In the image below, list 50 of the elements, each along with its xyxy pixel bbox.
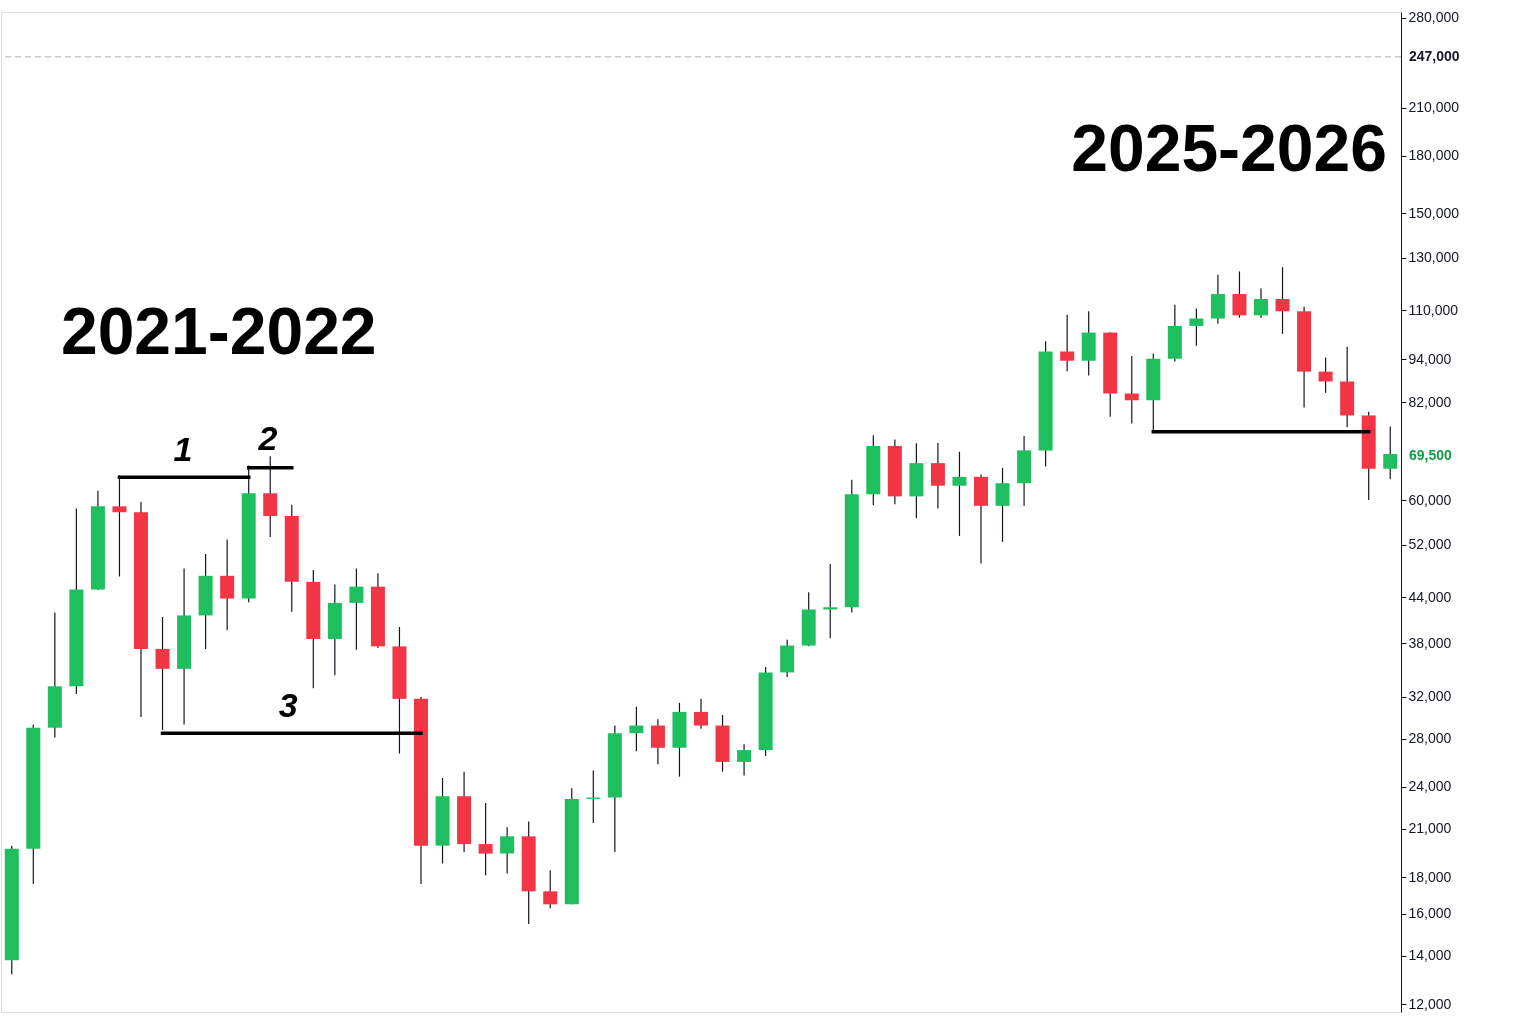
y-tick-label: 12,000 xyxy=(1408,995,1452,1012)
annotation: 2021-2022 xyxy=(60,294,377,369)
y-tick-label: 280,000 xyxy=(1408,9,1460,26)
candlestick xyxy=(694,698,708,730)
y-tick-label: 130,000 xyxy=(1408,249,1460,266)
candlestick xyxy=(543,869,558,909)
y-tick-label: 21,000 xyxy=(1408,820,1452,837)
candlestick xyxy=(930,442,945,510)
candlestick xyxy=(952,451,967,537)
candlestick xyxy=(737,743,752,777)
annotation: 1 xyxy=(173,430,193,469)
candlestick xyxy=(650,718,665,765)
text: 69,500 xyxy=(1409,447,1453,464)
candlestick xyxy=(1275,266,1290,335)
candlestick xyxy=(220,538,235,631)
candlestick xyxy=(823,563,838,639)
y-tick-label: 28,000 xyxy=(1408,730,1452,747)
y-tick-label: 44,000 xyxy=(1408,588,1452,605)
candlestick xyxy=(112,474,127,578)
candlestick xyxy=(995,467,1010,543)
ref-line-label: 247,000 xyxy=(1409,47,1460,64)
y-tick-label: 180,000 xyxy=(1408,147,1460,164)
y-tick-label: 16,000 xyxy=(1408,905,1452,922)
candlestick xyxy=(1232,270,1247,319)
candlestick xyxy=(1254,287,1268,319)
annotation: 2025-2026 xyxy=(1071,110,1387,185)
candlestick xyxy=(155,616,170,731)
y-tick-label: 150,000 xyxy=(1408,204,1460,221)
y-tick-label: 94,000 xyxy=(1408,350,1452,367)
y-tick-label: 110,000 xyxy=(1408,301,1459,318)
candlestick xyxy=(1060,314,1075,372)
y-tick-label: 38,000 xyxy=(1408,634,1452,651)
candlestick xyxy=(349,567,364,651)
y-tick-label: 18,000 xyxy=(1408,868,1452,885)
y-tick-label: 32,000 xyxy=(1408,688,1452,705)
candlestick xyxy=(478,802,493,876)
candlestick xyxy=(1318,356,1333,394)
y-tick-label: 52,000 xyxy=(1408,536,1452,553)
y-tick-label: 82,000 xyxy=(1408,393,1452,410)
candlestick xyxy=(263,455,278,538)
candlestick xyxy=(1189,307,1204,347)
y-tick-label: 210,000 xyxy=(1408,99,1460,116)
candlestick xyxy=(1383,425,1398,480)
y-tick-label: 60,000 xyxy=(1408,491,1452,508)
y-tick-label: 24,000 xyxy=(1408,778,1452,795)
candlestick xyxy=(500,826,515,875)
annotation: 3 xyxy=(278,686,298,725)
candlestick xyxy=(629,706,644,752)
y-tick-label: 14,000 xyxy=(1408,947,1452,964)
annotation: 2 xyxy=(257,418,278,457)
